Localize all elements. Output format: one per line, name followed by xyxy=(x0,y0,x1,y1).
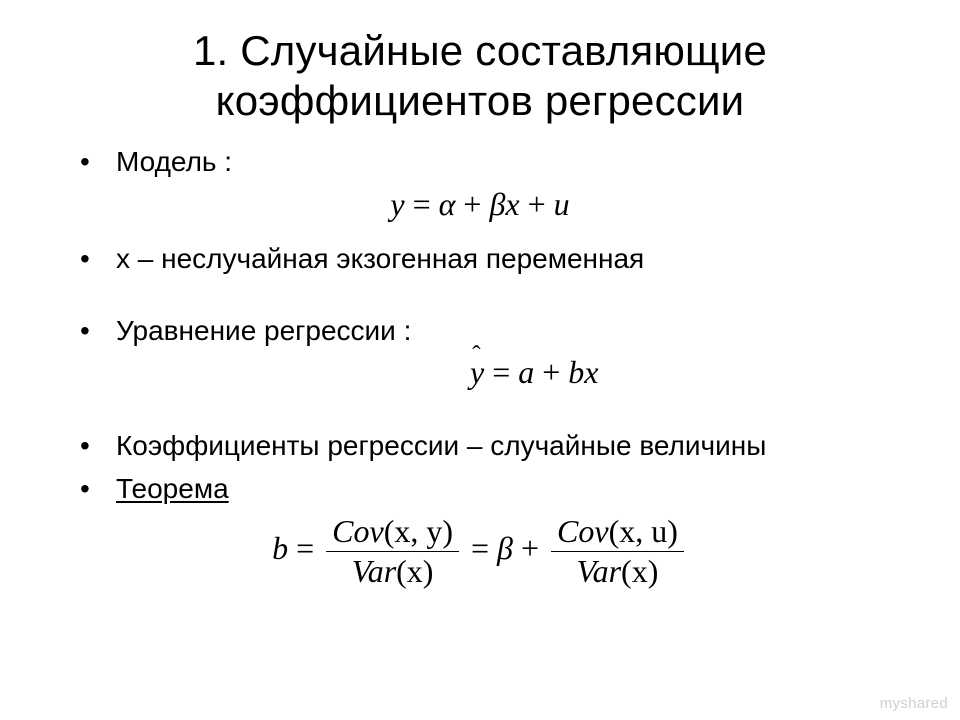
op-eq: = xyxy=(463,530,497,566)
spacer xyxy=(40,230,920,240)
var-a: a xyxy=(518,354,534,390)
equation-model: y = α + βx + u xyxy=(40,187,920,222)
op-eq: = xyxy=(484,354,518,390)
list-item: Коэффициенты регрессии – случайные велич… xyxy=(80,427,920,465)
op-plus: + xyxy=(513,530,547,566)
denominator: Var(x) xyxy=(551,552,684,589)
var-u: u xyxy=(554,186,570,222)
fn-cov: Cov xyxy=(332,513,384,549)
list-item: х – неслучайная экзогенная переменная xyxy=(80,240,920,278)
bullet-text: Модель : xyxy=(116,146,232,177)
fn-args: (x) xyxy=(396,553,433,589)
list-item: Модель : xyxy=(80,143,920,181)
var-yhat: ˆ y xyxy=(470,355,484,390)
bullet-text: Уравнение регрессии : xyxy=(116,315,411,346)
watermark: myshared xyxy=(880,695,948,712)
fn-args: (x, y) xyxy=(384,513,453,549)
bullet-text: Коэффициенты регрессии – случайные велич… xyxy=(116,430,766,461)
var-b: b xyxy=(272,530,288,566)
op-eq: = xyxy=(288,530,322,566)
fn-args: (x, u) xyxy=(609,513,678,549)
fn-var: Var xyxy=(577,553,621,589)
bullet-list: Модель : xyxy=(40,143,920,181)
fn-args: (x) xyxy=(621,553,658,589)
op-plus: + xyxy=(455,186,489,222)
equation-regression: ˆ y = a + bx xyxy=(470,355,920,390)
fn-cov: Cov xyxy=(557,513,609,549)
op-plus: + xyxy=(534,354,568,390)
bullet-list: Коэффициенты регрессии – случайные велич… xyxy=(40,427,920,509)
sym-alpha: α xyxy=(439,186,456,222)
bullet-text: х – неслучайная экзогенная переменная xyxy=(116,243,644,274)
slide-title: 1. Случайные составляющие коэффициентов … xyxy=(40,26,920,127)
list-item: Уравнение регрессии : xyxy=(80,312,920,350)
slide: 1. Случайные составляющие коэффициентов … xyxy=(0,0,960,720)
spacer xyxy=(40,284,920,312)
hat-symbol: ˆ xyxy=(472,341,481,369)
denominator: Var(x) xyxy=(326,552,459,589)
bullet-list: х – неслучайная экзогенная переменная xyxy=(40,240,920,278)
equation-theorem: b = Cov(x, y) Var(x) = β + Cov(x, u) Var… xyxy=(40,514,920,589)
op-eq: = xyxy=(405,186,439,222)
var-x: x xyxy=(584,354,598,390)
op-plus: + xyxy=(520,186,554,222)
var-b: b xyxy=(568,354,584,390)
spacer xyxy=(40,399,920,427)
var-x: x xyxy=(505,186,519,222)
list-item: Теорема xyxy=(80,470,920,508)
fraction: Cov(x, u) Var(x) xyxy=(551,514,684,589)
sym-beta: β xyxy=(497,530,513,566)
bullet-text: Теорема xyxy=(116,473,229,504)
sym-beta: β xyxy=(489,186,505,222)
fn-var: Var xyxy=(352,553,396,589)
numerator: Cov(x, u) xyxy=(551,514,684,552)
numerator: Cov(x, y) xyxy=(326,514,459,552)
var-y: y xyxy=(390,186,404,222)
fraction: Cov(x, y) Var(x) xyxy=(326,514,459,589)
